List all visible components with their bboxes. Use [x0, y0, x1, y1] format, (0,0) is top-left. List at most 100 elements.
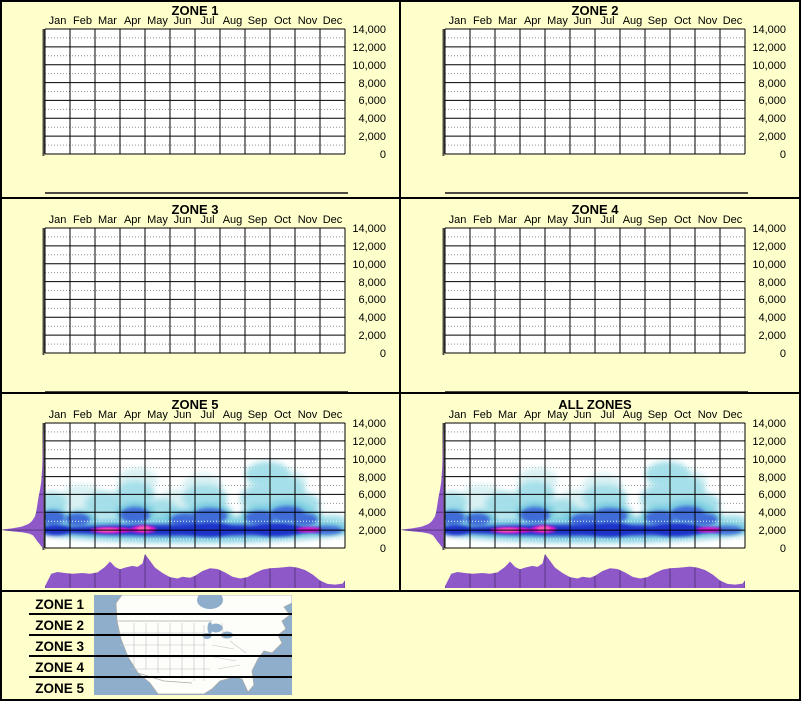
- plot-zone-5: [0, 422, 346, 588]
- elevation-tick-label: 6,000: [358, 95, 386, 108]
- zone-boundary-line: [29, 613, 292, 615]
- elevation-tick-label: 0: [779, 543, 786, 555]
- month-label: Oct: [673, 15, 692, 27]
- elevation-tick-label: 12,000: [752, 240, 786, 253]
- elevation-tick-label: 14,000: [752, 24, 786, 36]
- row-divider: [0, 197, 801, 199]
- month-label: Jul: [600, 214, 615, 226]
- elevation-tick-label: 10,000: [352, 59, 386, 72]
- panel-zone-3: ZONE 3 Jan Feb Mar Apr May Jun Jul Aug Sep Oct Nov…: [0, 199, 400, 396]
- row-divider: [0, 392, 801, 394]
- month-label: Sep: [647, 409, 668, 421]
- elevation-tick-label: 14,000: [352, 24, 386, 36]
- month-label: Jul: [200, 409, 215, 421]
- month-label: Oct: [673, 214, 692, 226]
- elevation-tick-label: 12,000: [352, 41, 386, 54]
- month-label: Apr: [123, 409, 142, 421]
- month-label: Oct: [273, 15, 292, 27]
- panel-zone-5: ZONE 5 Jan Feb Mar Apr May Jun Jul Aug Sep Oct Nov…: [0, 394, 400, 591]
- month-label: Mar: [98, 15, 117, 27]
- month-label: Jul: [600, 409, 615, 421]
- map-hudson-bay: [197, 595, 223, 609]
- legend-zone-label: ZONE 1: [35, 597, 84, 612]
- month-label: Feb: [473, 15, 492, 27]
- elevation-tick-label: 4,000: [758, 507, 786, 520]
- elevation-tick-label: 0: [779, 149, 786, 161]
- outer-border-right: [799, 0, 801, 701]
- month-label: Jun: [173, 409, 192, 421]
- elevation-tick-label: 0: [379, 149, 386, 161]
- elevation-tick-label: 4,000: [358, 507, 386, 520]
- month-label: May: [547, 214, 568, 226]
- month-label: Sep: [247, 409, 268, 421]
- month-label: Jan: [448, 409, 467, 421]
- month-label: Jan: [48, 15, 67, 27]
- month-label: Oct: [273, 214, 292, 226]
- month-label: Dec: [722, 15, 743, 27]
- elevation-tick-label: 14,000: [352, 223, 386, 235]
- zone-boundary-line: [29, 634, 292, 636]
- month-label: Feb: [73, 214, 92, 226]
- elevation-tick-label: 8,000: [358, 77, 386, 90]
- elevation-tick-label: 8,000: [358, 276, 386, 289]
- map-state-borders: [118, 622, 247, 681]
- month-label: Jan: [448, 15, 467, 27]
- month-label: Sep: [647, 214, 668, 226]
- month-label: Dec: [322, 15, 343, 27]
- month-label: Jan: [448, 214, 467, 226]
- month-label: Aug: [222, 409, 243, 421]
- elevation-tick-label: 4,000: [358, 113, 386, 126]
- elevation-tick-label: 10,000: [752, 59, 786, 72]
- zone-legend: ZONE 1 ZONE 2 ZONE 3 ZONE 4 ZONE 5: [0, 592, 801, 701]
- elevation-tick-label: 2,000: [358, 131, 386, 144]
- month-label: Oct: [673, 409, 692, 421]
- outer-border-top: [0, 0, 801, 2]
- elevation-tick-label: 10,000: [352, 258, 386, 271]
- outer-border-left: [0, 0, 2, 701]
- month-label: Sep: [247, 15, 268, 27]
- elevation-tick-label: 8,000: [758, 471, 786, 484]
- month-label: Aug: [222, 15, 243, 27]
- month-label: Feb: [473, 409, 492, 421]
- month-label: Dec: [722, 409, 743, 421]
- month-label: Nov: [297, 409, 318, 421]
- legend-zone-label: ZONE 4: [35, 660, 84, 675]
- elevation-tick-label: 8,000: [358, 471, 386, 484]
- panel-title: ZONE 4: [571, 202, 619, 217]
- month-label: Aug: [622, 409, 643, 421]
- plot-zone-2: [442, 28, 748, 194]
- month-label: Nov: [697, 409, 718, 421]
- month-label: Jul: [600, 15, 615, 27]
- month-label: Feb: [73, 409, 92, 421]
- elevation-tick-label: 12,000: [752, 435, 786, 448]
- elevation-tick-label: 2,000: [358, 525, 386, 538]
- elevation-tick-label: 6,000: [358, 489, 386, 502]
- month-label: Apr: [123, 214, 142, 226]
- elevation-tick-label: 14,000: [752, 223, 786, 235]
- panel-title: ALL ZONES: [558, 397, 632, 412]
- month-label: Sep: [247, 214, 268, 226]
- elevation-tick-label: 6,000: [758, 489, 786, 502]
- month-label: Nov: [697, 15, 718, 27]
- elevation-tick-label: 10,000: [752, 258, 786, 271]
- elevation-tick-label: 8,000: [758, 276, 786, 289]
- row-divider: [0, 590, 801, 592]
- month-label: Nov: [297, 15, 318, 27]
- month-label: Jun: [173, 214, 192, 226]
- month-label: Apr: [123, 15, 142, 27]
- us-map: [94, 595, 292, 695]
- panel-title: ZONE 1: [171, 3, 219, 18]
- elevation-tick-label: 2,000: [758, 330, 786, 343]
- plot-zone-4: [442, 227, 748, 393]
- plot-zone-3: [42, 227, 348, 393]
- elevation-tick-label: 0: [779, 348, 786, 360]
- month-label: May: [147, 409, 168, 421]
- month-label: Mar: [498, 15, 517, 27]
- elevation-tick-label: 6,000: [758, 95, 786, 108]
- elevation-tick-label: 14,000: [752, 418, 786, 430]
- panel-title: ZONE 5: [171, 397, 219, 412]
- month-label: Jan: [48, 214, 67, 226]
- month-label: Mar: [498, 214, 517, 226]
- month-label: Apr: [523, 15, 542, 27]
- elevation-tick-label: 4,000: [758, 113, 786, 126]
